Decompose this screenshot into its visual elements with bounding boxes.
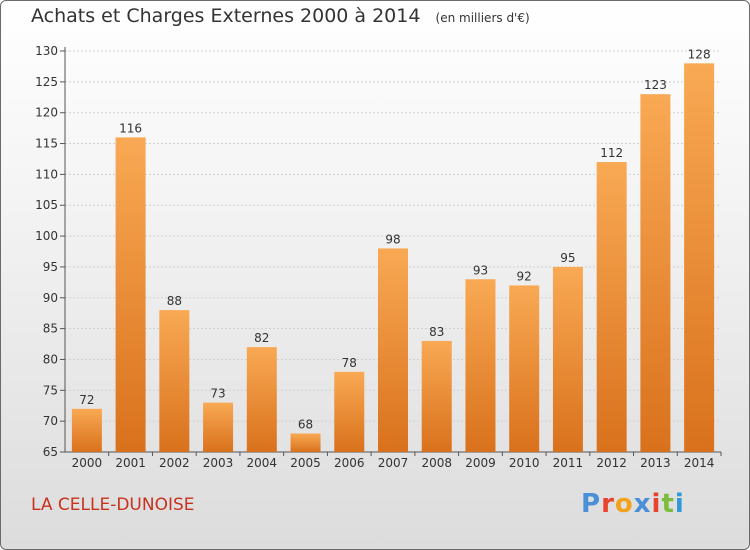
y-tick-label: 90 [43, 291, 58, 305]
bar-value-label: 95 [560, 251, 575, 265]
x-tick-label: 2011 [553, 456, 584, 470]
chart-title: Achats et Charges Externes 2000 à 2014 [31, 5, 421, 27]
logo-letter: r [601, 489, 615, 519]
x-tick-label: 2006 [334, 456, 365, 470]
bar [640, 94, 671, 452]
y-tick-label: 75 [43, 383, 58, 397]
y-tick-label: 125 [35, 75, 58, 89]
y-tick-label: 100 [35, 229, 58, 243]
bar-value-label: 72 [79, 393, 94, 407]
bar-value-label: 93 [473, 263, 488, 277]
place-name: LA CELLE-DUNOISE [31, 495, 195, 515]
bar [465, 279, 496, 452]
y-tick-label: 65 [43, 445, 58, 459]
chart-title-block: Achats et Charges Externes 2000 à 2014 (… [31, 5, 530, 27]
y-tick-label: 105 [35, 198, 58, 212]
y-tick-label: 95 [43, 260, 58, 274]
bar [421, 340, 452, 452]
x-tick-label: 2013 [640, 456, 671, 470]
bar-value-label: 128 [688, 47, 711, 61]
y-tick-label: 70 [43, 414, 58, 428]
bar-value-label: 78 [342, 356, 357, 370]
bar-value-label: 116 [119, 121, 142, 135]
x-tick-label: 2003 [203, 456, 234, 470]
y-tick-label: 120 [35, 106, 58, 120]
logo-letter: i [651, 489, 662, 519]
bar-value-label: 68 [298, 417, 313, 431]
bar-value-label: 88 [167, 294, 182, 308]
x-tick-label: 2012 [596, 456, 627, 470]
x-tick-label: 2007 [378, 456, 409, 470]
x-tick-label: 2005 [290, 456, 321, 470]
bar [246, 347, 277, 452]
x-tick-label: 2008 [421, 456, 452, 470]
y-tick-label: 130 [35, 44, 58, 58]
chart-unit: (en milliers d'€) [435, 11, 530, 25]
proxiti-logo: Proxiti [581, 489, 685, 519]
bar [552, 266, 583, 452]
logo-letter: P [581, 489, 602, 519]
bar [115, 137, 146, 452]
logo-letter: i [674, 489, 685, 519]
x-tick-label: 2002 [159, 456, 190, 470]
x-tick-label: 2010 [509, 456, 540, 470]
y-tick-label: 110 [35, 167, 58, 181]
bar-value-label: 98 [385, 232, 400, 246]
logo-letter: x [633, 489, 652, 519]
bar [159, 310, 190, 452]
bar [596, 162, 627, 453]
logo-letter: o [614, 489, 634, 519]
x-tick-label: 2014 [684, 456, 715, 470]
bar [509, 285, 540, 452]
bar [684, 63, 715, 452]
bar-value-label: 83 [429, 325, 444, 339]
bar-value-label: 73 [210, 387, 225, 401]
bar [71, 408, 102, 452]
bar-value-label: 123 [644, 78, 667, 92]
y-tick-label: 115 [35, 137, 58, 151]
x-tick-label: 2004 [247, 456, 278, 470]
bar-value-label: 82 [254, 331, 269, 345]
bar [290, 433, 321, 452]
x-tick-label: 2009 [465, 456, 496, 470]
bar-value-label: 112 [600, 146, 623, 160]
bar [334, 371, 365, 452]
x-tick-label: 2000 [72, 456, 103, 470]
logo-letter: t [661, 489, 675, 519]
bar [378, 248, 408, 452]
bar [203, 402, 234, 452]
data-labels: 72 116 88 73 82 68 78 98 83 93 92 95 112 123 128 [79, 47, 710, 431]
bar-value-label: 92 [517, 269, 532, 283]
y-tick-label: 85 [43, 322, 58, 336]
bars [71, 63, 715, 453]
y-tick-label: 80 [43, 352, 58, 366]
x-tick-label: 2001 [115, 456, 146, 470]
